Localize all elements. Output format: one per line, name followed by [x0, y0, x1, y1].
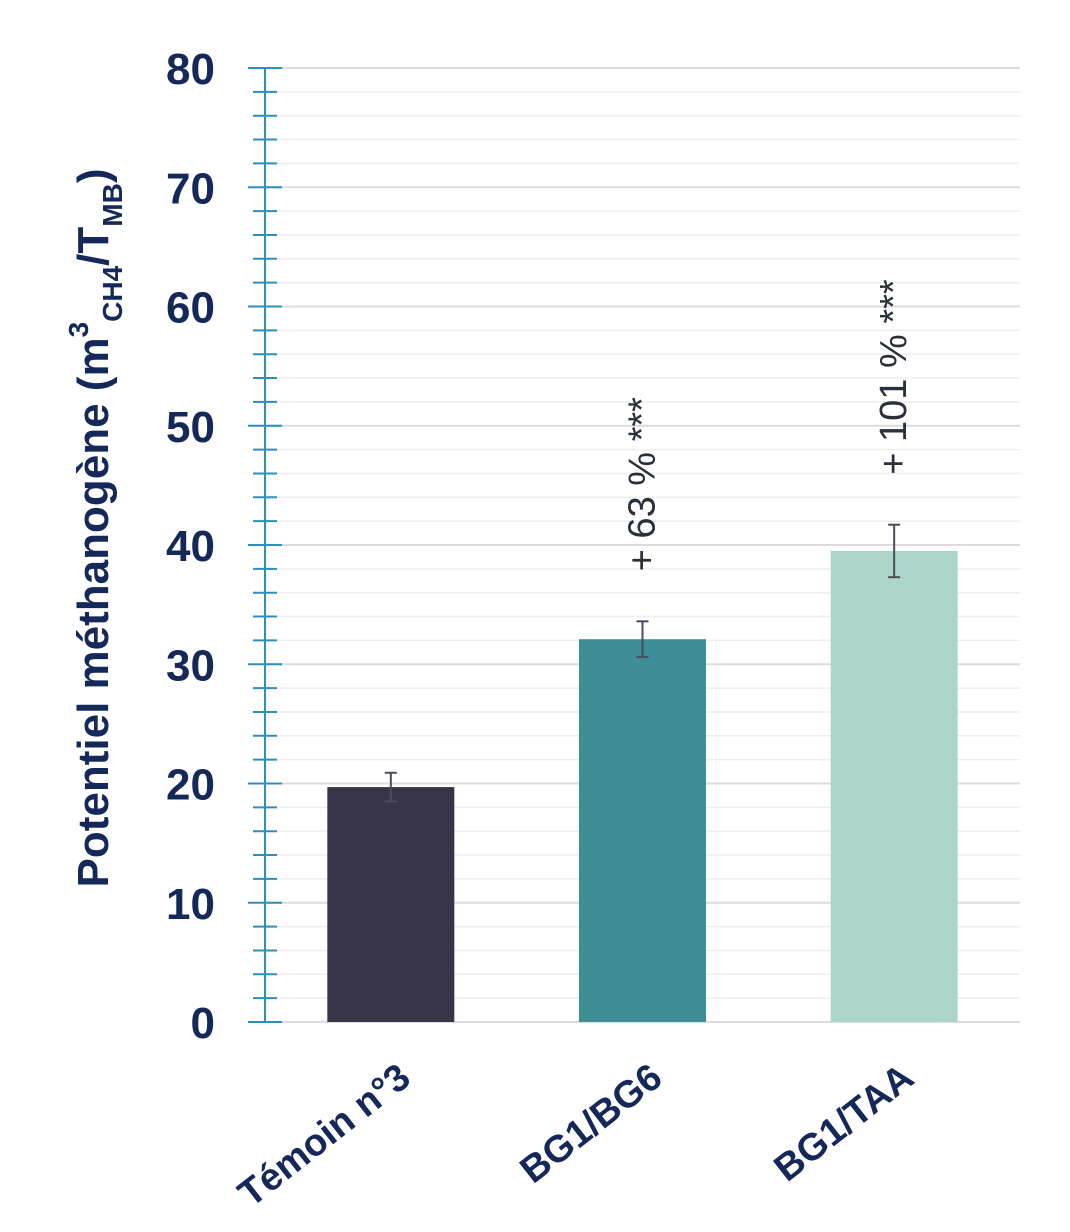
y-tick-label: 30: [166, 641, 215, 690]
y-tick-label: 50: [166, 403, 215, 452]
y-axis: [248, 67, 282, 1023]
y-axis-title-sup: 3: [63, 322, 94, 338]
x-category-labels: Témoin n°3 BG1/BG6 BG1/TAA: [231, 1056, 922, 1215]
bar: [327, 787, 455, 1022]
y-tick-label: 70: [166, 164, 215, 213]
x-category-label: Témoin n°3: [231, 1056, 419, 1215]
bar: [579, 639, 706, 1022]
y-axis-title-mid: /T: [69, 227, 118, 266]
x-category-label: BG1/BG6: [513, 1056, 670, 1192]
significance-annotation: + 63 % ***: [622, 397, 664, 571]
y-tick-label: 20: [166, 761, 215, 810]
bar: [830, 550, 958, 1022]
y-tick-label: 0: [191, 999, 215, 1048]
y-axis-title-end: ): [69, 169, 118, 184]
bars: [327, 550, 958, 1022]
bar-annotations: + 63 % *** + 101 % ***: [622, 279, 916, 571]
y-tick-label: 60: [166, 284, 215, 333]
y-tick-label: 10: [166, 880, 215, 929]
y-tick-label: 80: [166, 45, 215, 94]
y-axis-title: Potentiel méthanogène (m3CH4/TMB): [63, 169, 128, 888]
x-category-label: BG1/TAA: [767, 1056, 922, 1190]
y-axis-title-sub1: CH4: [97, 265, 128, 321]
y-axis-title-main: Potentiel méthanogène (m: [69, 337, 118, 887]
significance-annotation: + 101 % ***: [873, 279, 915, 475]
y-tick-labels: 0 10 20 30 40 50 60 70 80: [166, 45, 215, 1048]
y-tick-label: 40: [166, 522, 215, 571]
error-bars: [384, 523, 901, 803]
y-axis-title-sub2: MB: [97, 183, 128, 227]
